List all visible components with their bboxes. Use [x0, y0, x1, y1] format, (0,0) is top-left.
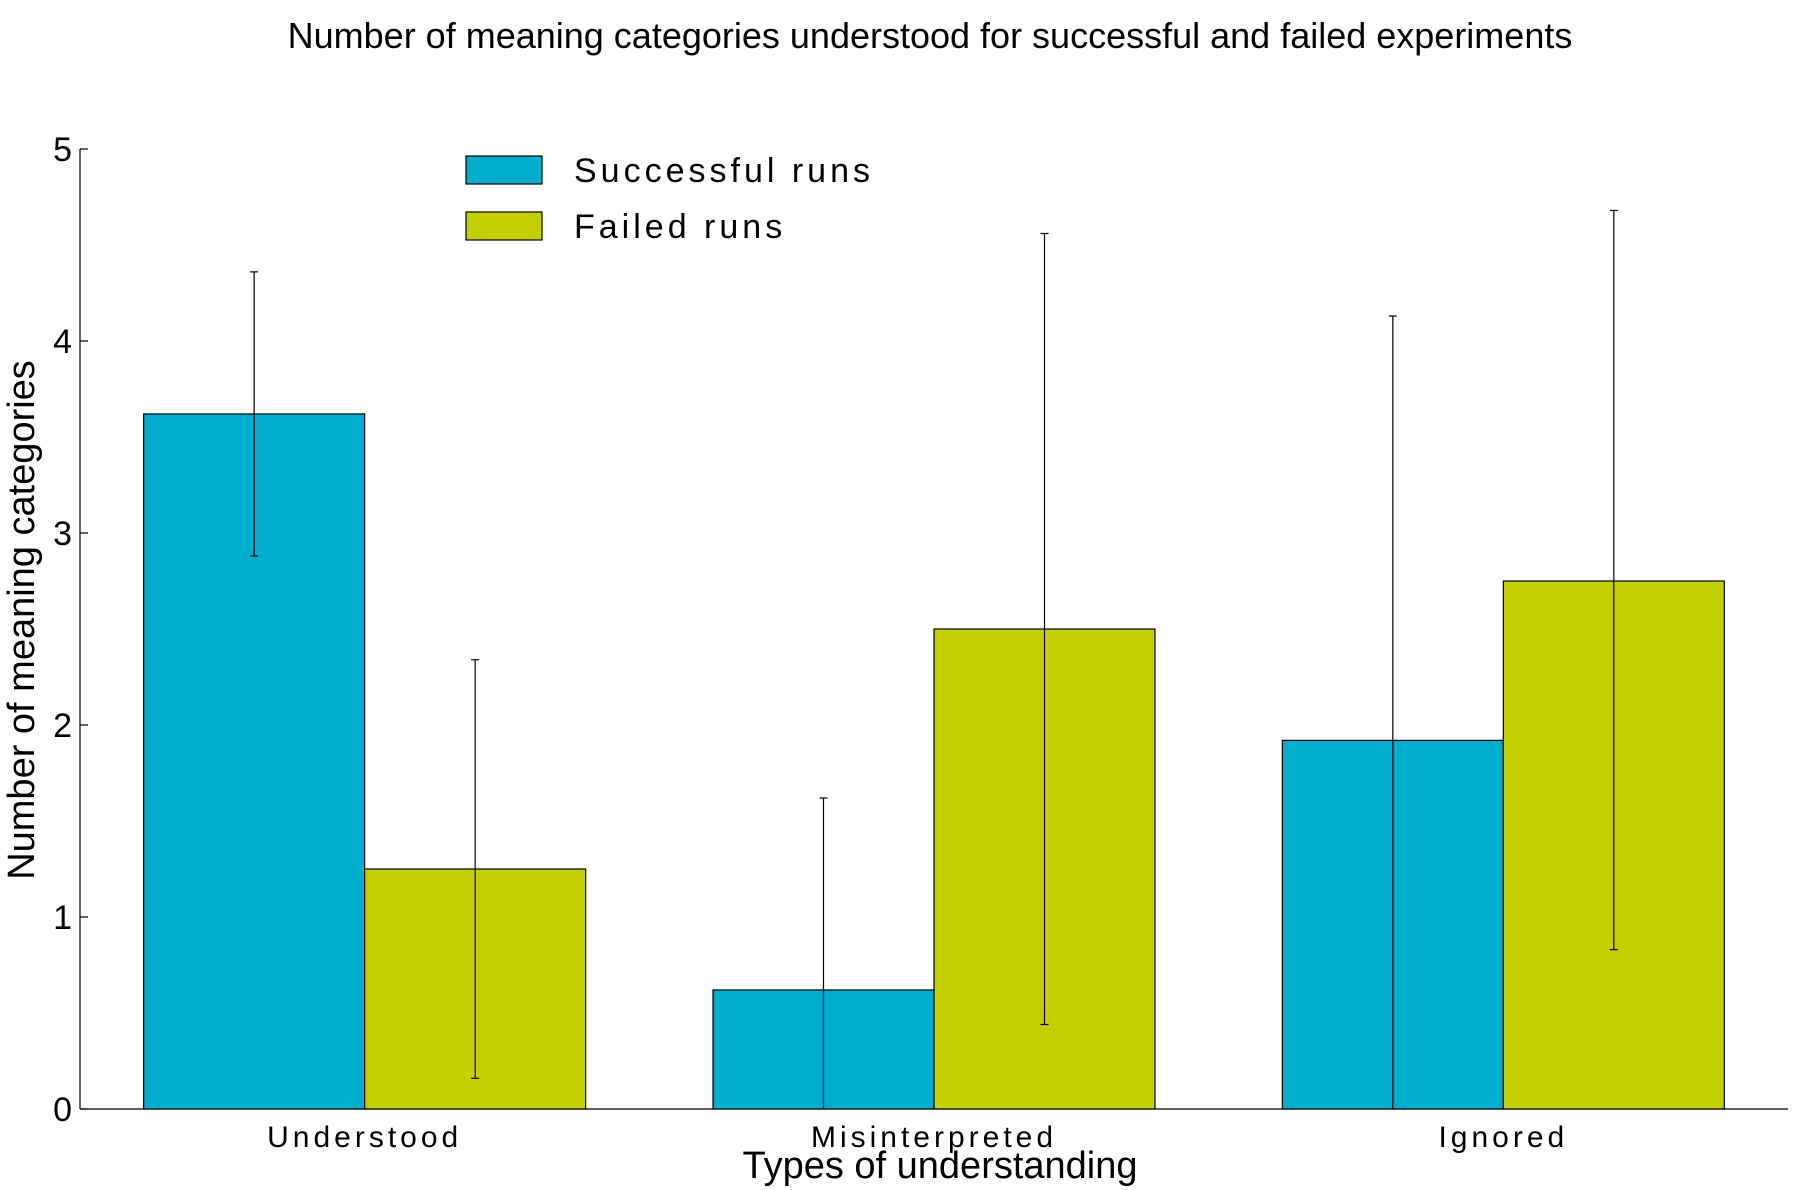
y-axis-label: Number of meaning categories: [1, 360, 43, 880]
legend-label-1: Failed runs: [574, 208, 786, 246]
plot-area: 0 1 2 3 4 5 Understood Misinterpreted Ignored: [53, 131, 1788, 1154]
x-axis-label: Types of understanding: [742, 1145, 1137, 1187]
y-tick-label: 0: [53, 1091, 72, 1129]
y-tick-label: 3: [53, 515, 72, 553]
chart-title: Number of meaning categories understood …: [288, 15, 1573, 56]
x-tick-label: Misinterpreted: [811, 1121, 1057, 1154]
y-tick-label: 2: [53, 707, 72, 745]
y-tick-label: 1: [53, 899, 72, 937]
legend-swatch-0: [465, 155, 543, 185]
y-tick-label: 5: [53, 131, 72, 169]
x-tick-label: Understood: [267, 1121, 462, 1154]
legend: Successful runs Failed runs: [465, 152, 874, 246]
legend-swatch-1: [465, 211, 543, 241]
y-tick-label: 4: [53, 323, 72, 361]
x-tick-label: Ignored: [1438, 1121, 1568, 1154]
legend-label-0: Successful runs: [574, 152, 874, 190]
